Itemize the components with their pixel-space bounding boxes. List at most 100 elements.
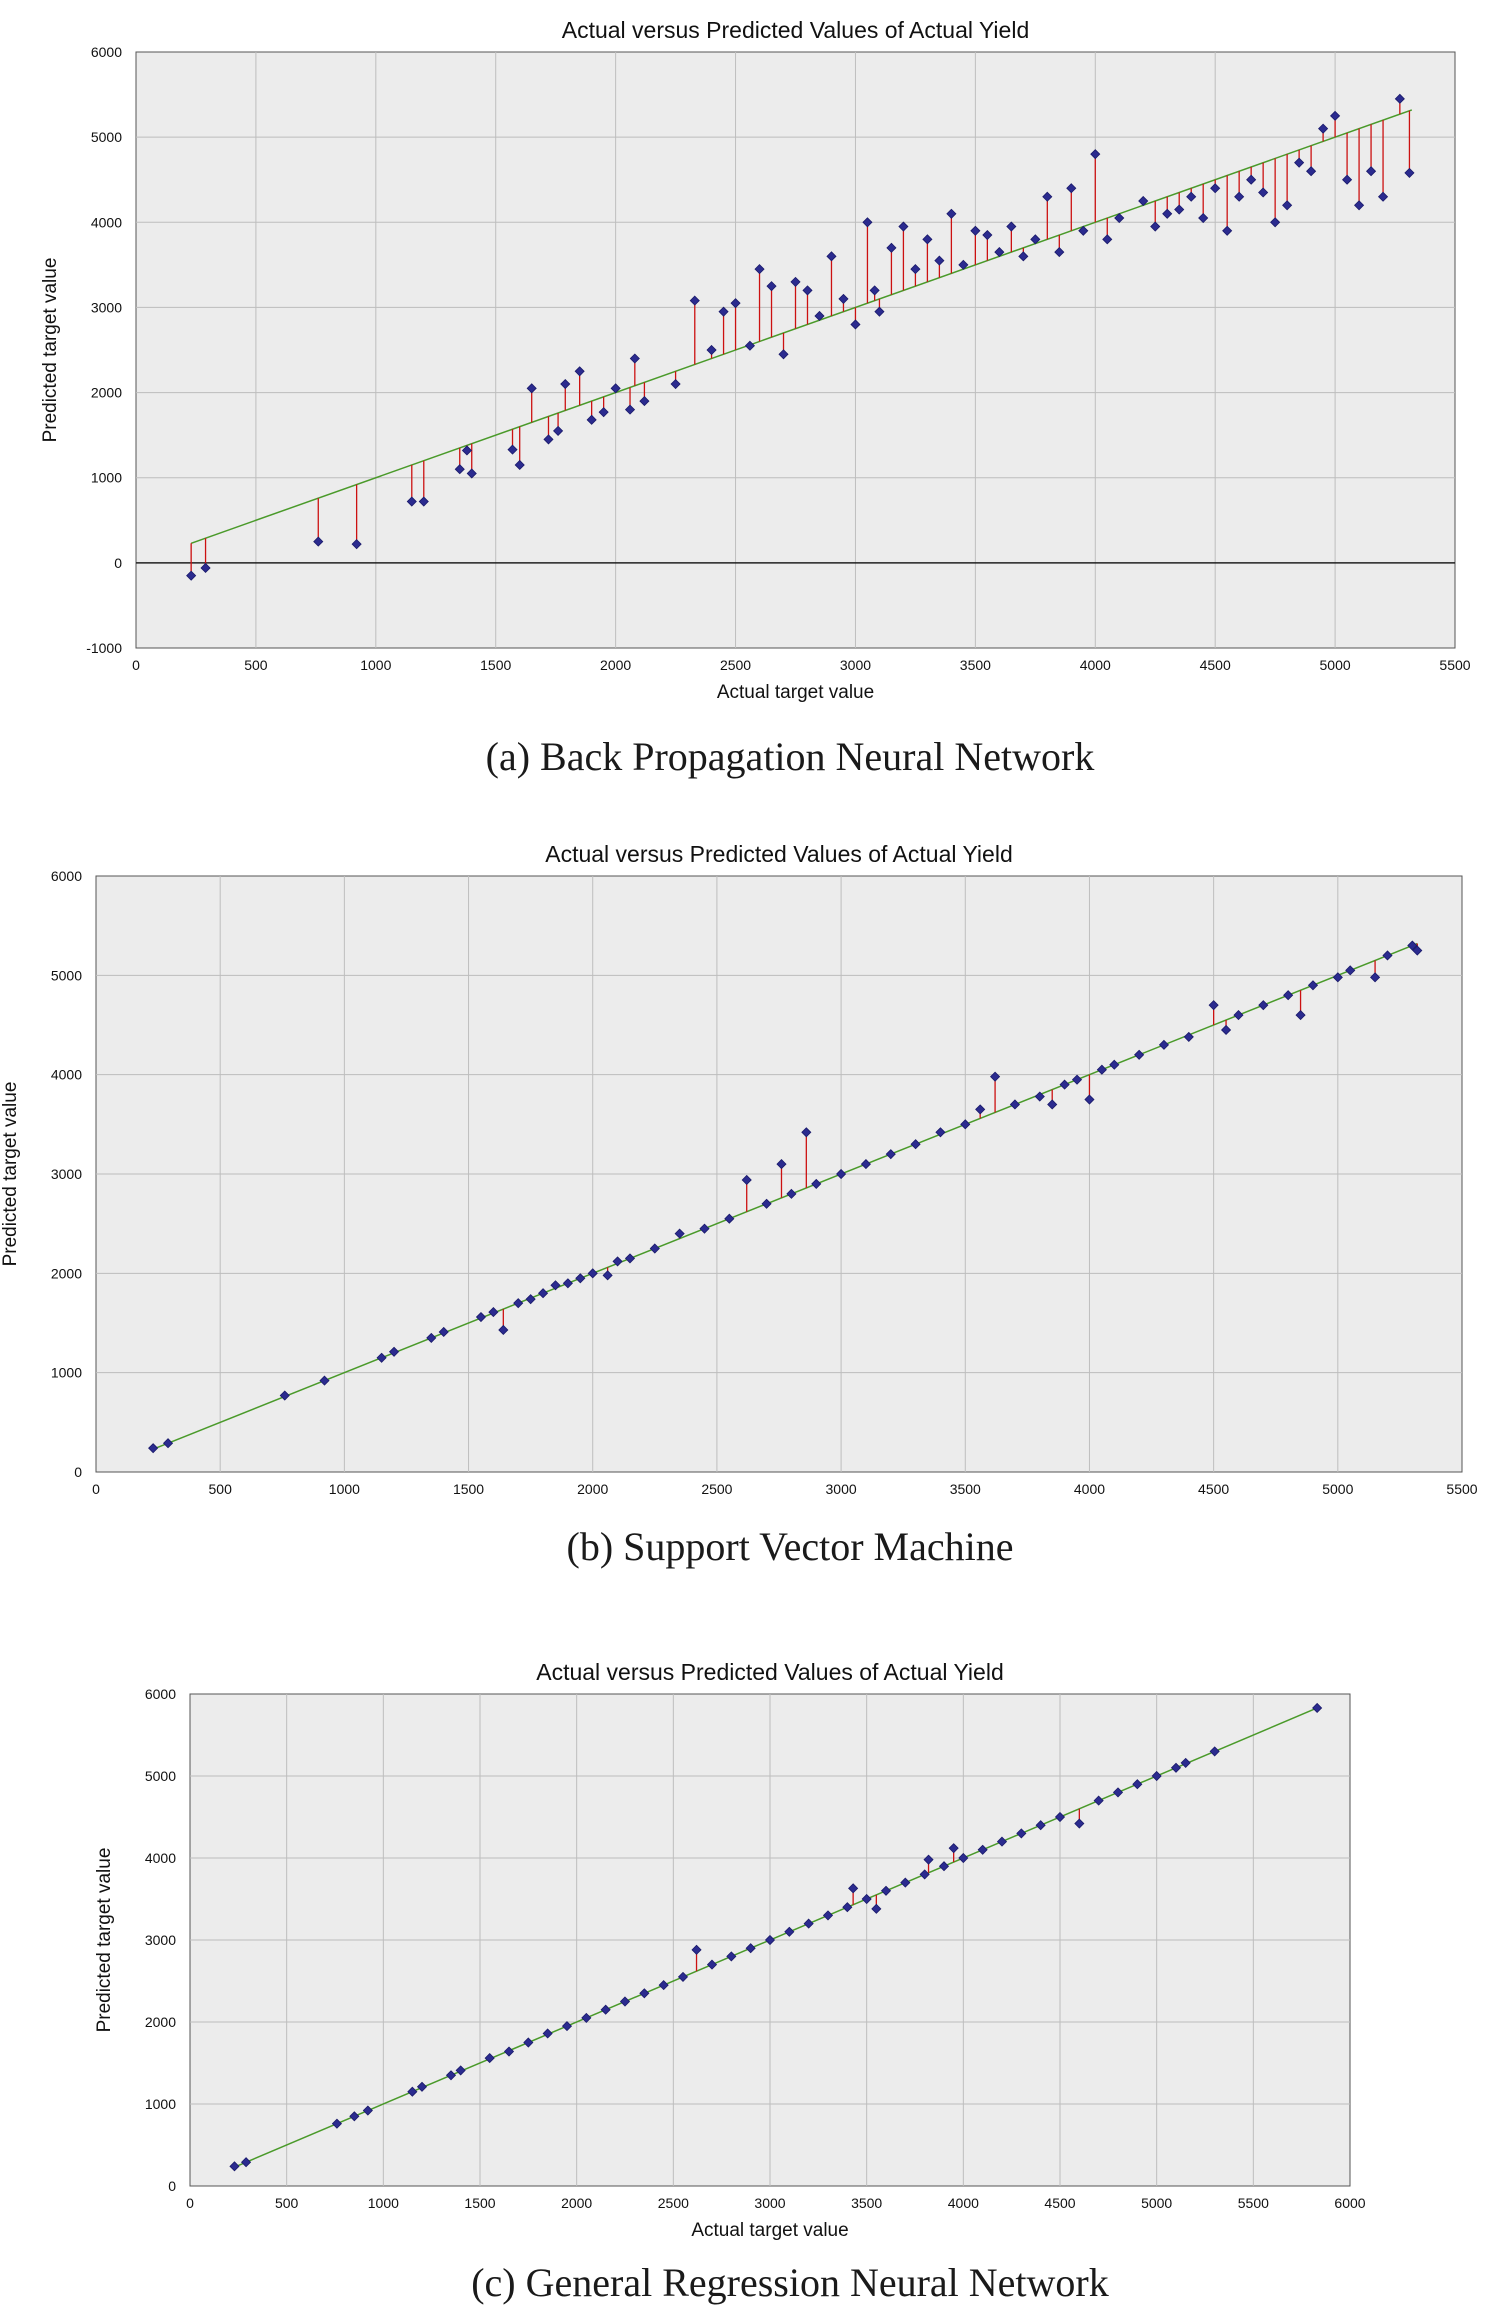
data-point [1018,251,1029,262]
data-point [1234,191,1245,202]
data-point [1054,1811,1066,1823]
data-point [862,217,873,228]
data-point [1084,1094,1095,1105]
data-point [629,353,640,364]
x-tick-label: 1500 [453,1481,484,1497]
data-point [658,1980,669,1991]
data-point [542,2028,553,2039]
data-point [923,1854,934,1865]
data-point [200,562,211,574]
data-point [418,496,429,507]
data-point [514,459,525,471]
x-tick-label: 5500 [1446,1481,1477,1497]
data-point [612,1256,623,1267]
data-point [543,434,554,445]
data-point [938,1861,950,1872]
data-point [550,1280,561,1291]
data-point [1354,200,1365,211]
data-point [970,225,981,236]
data-point [537,1288,549,1299]
data-point [1283,990,1294,1001]
data-point [1318,123,1329,134]
data-point [1209,1746,1220,1757]
data-point [982,229,993,241]
x-tick-label: 5500 [1439,657,1470,673]
data-point [814,310,825,322]
x-tick-label: 0 [132,657,140,673]
y-tick-label: 3000 [51,1166,82,1182]
y-tick-label: 2000 [145,2014,176,2030]
x-tick-label: 4500 [1198,1481,1229,1497]
data-point [466,468,477,479]
data-point [553,425,564,436]
data-point [313,536,324,547]
data-point [619,1996,631,2007]
y-tick-label: 6000 [91,44,122,60]
data-point [726,1951,737,1962]
data-point [1345,965,1356,976]
data-point [786,1188,797,1199]
data-point [1295,1010,1306,1021]
data-point [407,2086,418,2097]
data-point [784,1926,795,1937]
y-tick-label: 4000 [145,1850,176,1866]
data-point [649,1243,660,1254]
x-tick-label: 4000 [1074,1481,1105,1497]
x-tick-label: 500 [209,1481,233,1497]
data-point [1151,1770,1162,1782]
x-tick-label: 2000 [600,657,631,673]
data-point [1112,1787,1124,1798]
x-tick-label: 1000 [368,2195,399,2211]
y-tick-label: 3000 [91,299,122,315]
data-point [948,1843,959,1854]
data-point [718,306,729,317]
data-point [1170,1762,1182,1773]
x-tick-label: 4500 [1044,2195,1075,2211]
data-point [1208,1000,1219,1011]
data-point [1233,1010,1244,1021]
y-tick-label: 2000 [51,1265,82,1281]
data-point [525,1294,536,1305]
data-point [319,1375,330,1386]
x-tick-label: 5000 [1322,1481,1353,1497]
data-point [1034,1091,1045,1102]
data-point [388,1346,400,1357]
data-point [624,404,636,415]
data-point [1047,1099,1058,1110]
y-tick-label: 1000 [51,1365,82,1381]
data-point [764,1934,776,1946]
data-point [1030,234,1041,245]
data-point [498,1324,509,1336]
data-point [1102,234,1113,245]
data-point [639,1988,650,1999]
x-tick-label: 2500 [720,657,751,673]
y-axis-label: Predicted target value [40,258,61,443]
x-tick-label: 4000 [1080,657,1111,673]
data-point [934,255,945,266]
data-point [507,444,518,455]
fit-line [190,109,1413,544]
data-point [919,1869,930,1880]
data-point [587,1268,598,1279]
data-point [1035,1820,1046,1831]
data-point [362,2105,373,2116]
data-point [148,1443,159,1454]
plot-area [135,51,1456,649]
x-tick-label: 1500 [464,2195,495,2211]
x-tick-label: 3500 [851,2195,882,2211]
y-tick-label: 5000 [91,129,122,145]
x-tick-label: 2500 [658,2195,689,2211]
data-point [1377,191,1389,202]
data-point [1059,1079,1070,1090]
data-point [1074,1818,1085,1829]
data-point [523,2037,534,2048]
y-tick-label: 4000 [51,1067,82,1083]
data-point [461,445,473,456]
data-point [279,1390,290,1401]
data-point [1332,972,1343,983]
data-point [455,2065,466,2076]
data-point [229,2161,240,2172]
x-tick-label: 1000 [329,1481,360,1497]
y-tick-label: 4000 [91,214,122,230]
data-point [977,1844,988,1855]
